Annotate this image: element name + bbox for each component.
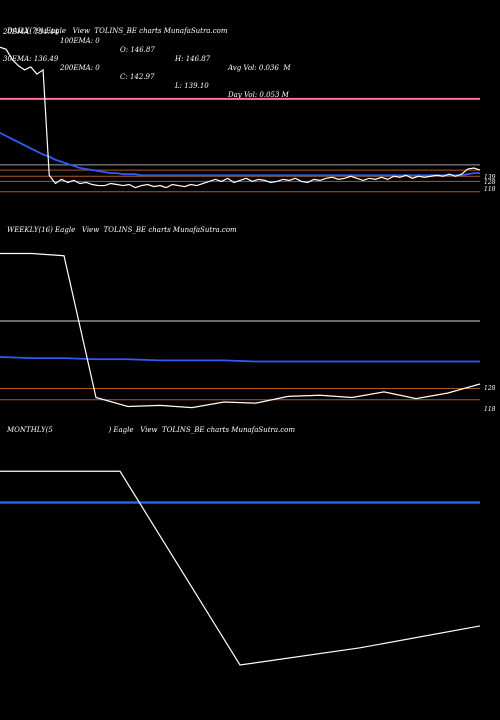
weekly-price-line (0, 252, 481, 409)
weekly-panel-title: WEEKLY(16) Eagle View TOLINS_BE charts M… (7, 226, 237, 234)
ema20-label: 20EMA: 134.44 (3, 28, 59, 36)
ema100-label: 100EMA: 0 (60, 37, 100, 45)
open-label: O: 146.87 (120, 46, 155, 54)
daily-price-line (0, 46, 481, 189)
daily-tick-label-2: 118 (484, 186, 496, 193)
daily-tick-label-1: 128 (484, 179, 496, 186)
low-label: L: 139.10 (175, 82, 209, 90)
monthly-panel-title: MONTHLY(5 ) Eagle View TOLINS_BE charts … (7, 426, 296, 434)
day-vol-label: Day Vol: 0.053 M (228, 91, 289, 99)
high-label: H: 146.87 (175, 55, 211, 63)
ema30-label: 30EMA: 136.49 (3, 55, 59, 63)
weekly-tick-label-0: 128 (484, 385, 496, 392)
avg-vol-label: Avg Vol: 0.036 M (228, 64, 291, 72)
monthly-price-line (0, 470, 481, 666)
daily-tick-label-0: 139 (484, 174, 496, 181)
indicator-header: 20EMA: 134.44 100EMA: 0 O: 146.87 H: 146… (3, 1, 291, 99)
daily-panel-title: DAILY(79) Eagle View TOLINS_BE charts Mu… (7, 27, 228, 35)
close-label: C: 142.97 (120, 73, 155, 81)
ema200-label: 200EMA: 0 (60, 64, 100, 72)
weekly-tick-label-1: 118 (484, 406, 496, 413)
daily-ema-line (0, 132, 480, 177)
weekly-ema-line (0, 356, 480, 363)
